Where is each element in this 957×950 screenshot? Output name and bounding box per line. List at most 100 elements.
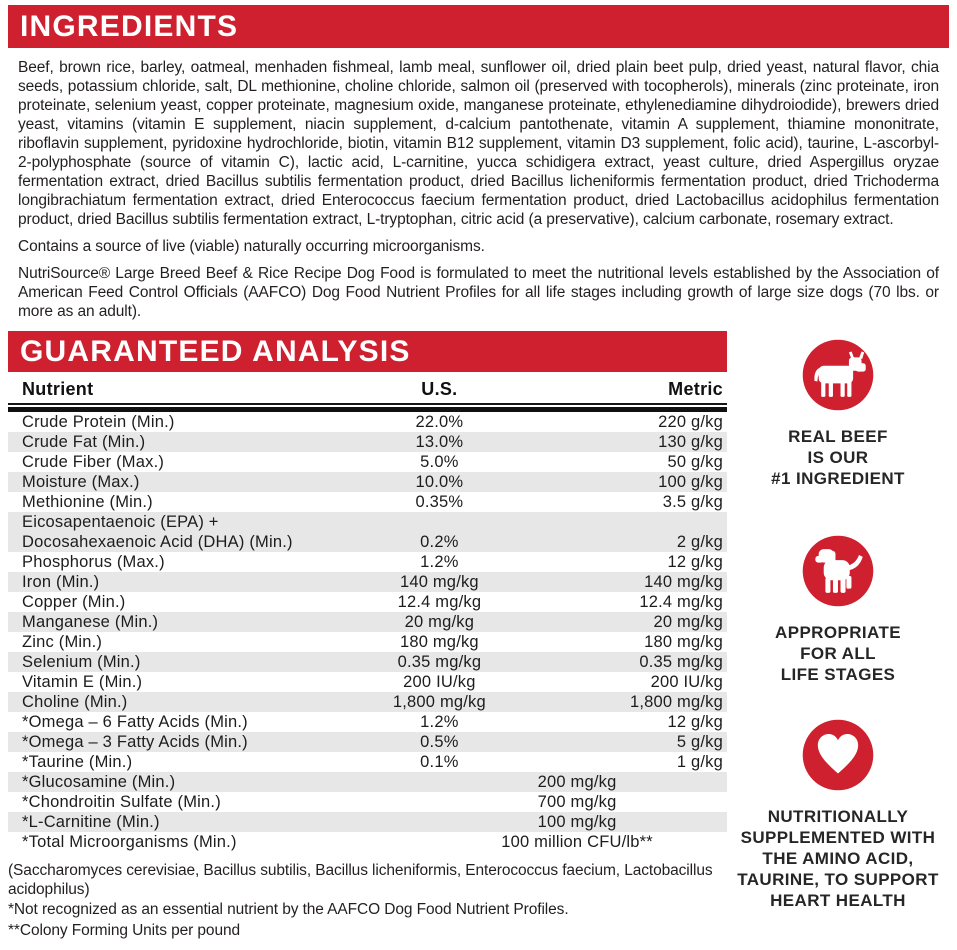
us-value-cell: 13.0% [415, 433, 464, 451]
metric-value-cell: 140 mg/kg [644, 573, 723, 591]
metric-value-cell: 200 IU/kg [650, 673, 723, 691]
nutrient-cell: Choline (Min.) [22, 693, 128, 711]
badge-caption-line: HEART HEALTH [770, 891, 906, 910]
metric-value-cell: 1,800 mg/kg [629, 693, 723, 711]
us-value-cell: 0.1% [420, 753, 459, 771]
footnotes: (Saccharomyces cerevisiae, Bacillus subt… [8, 862, 727, 940]
table-row: *Omega – 3 Fatty Acids (Min.) 0.5% 5 g/kg [8, 732, 727, 752]
table-row: Moisture (Max.) 10.0% 100 g/kg [8, 472, 727, 492]
nutrient-cell: Methionine (Min.) [22, 493, 153, 511]
nutrient-cell: Manganese (Min.) [22, 613, 159, 631]
table-row: Phosphorus (Max.) 1.2% 12 g/kg [8, 552, 727, 572]
badge-caption-line: TAURINE, TO SUPPORT [737, 870, 939, 889]
us-value-cell: 12.4 mg/kg [397, 593, 482, 611]
span-value-cell: 700 mg/kg [537, 793, 617, 811]
metric-value-cell: 5 g/kg [676, 733, 723, 751]
table-row: *L-Carnitine (Min.) 100 mg/kg [8, 812, 727, 832]
badge-caption-life-stages: APPROPRIATE FOR ALL LIFE STAGES [775, 622, 901, 685]
bottom-section: GUARANTEED ANALYSIS Nutrient U.S. Metric… [8, 331, 949, 942]
badge-caption-line: LIFE STAGES [780, 665, 896, 684]
nutrient-cell: Selenium (Min.) [22, 653, 141, 671]
us-value-cell: 200 IU/kg [403, 673, 476, 691]
table-row: Methionine (Min.) 0.35% 3.5 g/kg [8, 492, 727, 512]
metric-value-cell: 0.35 mg/kg [639, 653, 723, 671]
table-header-row: Nutrient U.S. Metric [8, 372, 727, 405]
ingredients-header-bar: INGREDIENTS [8, 5, 949, 48]
nutrient-cell: Vitamin E (Min.) [22, 673, 143, 691]
table-row: *Taurine (Min.) 0.1% 1 g/kg [8, 752, 727, 772]
nutrient-cell: Crude Fat (Min.) [22, 433, 146, 451]
table-row: Choline (Min.) 1,800 mg/kg 1,800 mg/kg [8, 692, 727, 712]
metric-value-cell: 12 g/kg [667, 713, 723, 731]
metric-value-cell: 180 mg/kg [644, 633, 723, 651]
badge-caption-line: NUTRITIONALLY [767, 807, 909, 826]
badge-caption-line: FOR ALL [800, 644, 876, 663]
metric-value-cell: 130 g/kg [658, 433, 723, 451]
metric-value-cell: 12.4 mg/kg [639, 593, 723, 611]
table-row: *Glucosamine (Min.) 200 mg/kg [8, 772, 727, 792]
badge-life-stages: APPROPRIATE FOR ALL LIFE STAGES [775, 529, 901, 685]
table-row: Iron (Min.) 140 mg/kg 140 mg/kg [8, 572, 727, 592]
metric-value-cell: 220 g/kg [658, 413, 723, 431]
us-value-cell: 5.0% [420, 453, 459, 471]
cow-icon [802, 339, 874, 411]
table-row: *Total Microorganisms (Min.) 100 million … [8, 832, 727, 852]
span-value-cell: 200 mg/kg [537, 773, 617, 791]
nutrient-cell: *Taurine (Min.) [22, 753, 133, 771]
ga-table-body: Crude Protein (Min.) 22.0% 220 g/kg Crude F… [8, 412, 727, 852]
nutrient-cell: *Glucosamine (Min.) [22, 773, 176, 791]
nutrient-cell: Copper (Min.) [22, 593, 126, 611]
footnote: **Colony Forming Units per pound [8, 921, 241, 939]
nutrient-cell: Eicosapentaenoic (EPA) + Docosahexaenoic … [22, 513, 293, 551]
contains-note: Contains a source of live (viable) natur… [18, 238, 485, 255]
table-header-rule [8, 407, 727, 412]
nutrient-cell: *L-Carnitine (Min.) [22, 813, 160, 831]
table-row: *Omega – 6 Fatty Acids (Min.) 1.2% 12 g/kg [8, 712, 727, 732]
table-row: Zinc (Min.) 180 mg/kg 180 mg/kg [8, 632, 727, 652]
us-value-cell: 1.2% [420, 553, 459, 571]
badge-caption-line: APPROPRIATE [775, 623, 901, 642]
us-value-cell: 10.0% [415, 473, 464, 491]
us-value-cell: 22.0% [415, 413, 464, 431]
badge-caption-heart-health: NUTRITIONALLY SUPPLEMENTED WITH THE AMINO … [737, 806, 939, 911]
us-value-cell: 0.35 mg/kg [397, 653, 482, 671]
table-row: Eicosapentaenoic (EPA) + Docosahexaenoic … [8, 512, 727, 552]
us-value-cell: 0.2% [420, 533, 459, 551]
footnote: (Saccharomyces cerevisiae, Bacillus subt… [8, 862, 713, 898]
guaranteed-analysis-table: Crude Protein (Min.) 22.0% 220 g/kg Crude F… [8, 412, 727, 852]
metric-value-cell: 20 mg/kg [653, 613, 723, 631]
nutrient-cell: *Total Microorganisms (Min.) [22, 833, 237, 851]
badge-caption-line: #1 INGREDIENT [771, 469, 905, 488]
span-value-cell: 100 mg/kg [537, 813, 617, 831]
nutrient-cell: *Omega – 6 Fatty Acids (Min.) [22, 713, 248, 731]
table-row: Copper (Min.) 12.4 mg/kg 12.4 mg/kg [8, 592, 727, 612]
us-value-cell: 1,800 mg/kg [392, 693, 486, 711]
table-row: Crude Fat (Min.) 13.0% 130 g/kg [8, 432, 727, 452]
guaranteed-analysis-title: GUARANTEED ANALYSIS [20, 335, 411, 368]
badge-caption-line: THE AMINO ACID, [762, 849, 914, 868]
guaranteed-analysis-header-bar: GUARANTEED ANALYSIS [8, 331, 727, 372]
nutrient-cell: Crude Protein (Min.) [22, 413, 175, 431]
table-row: Vitamin E (Min.) 200 IU/kg 200 IU/kg [8, 672, 727, 692]
footnote: *Not recognized as an essential nutrient… [8, 901, 569, 918]
nutrient-cell: Iron (Min.) [22, 573, 100, 591]
table-row: Selenium (Min.) 0.35 mg/kg 0.35 mg/kg [8, 652, 727, 672]
column-header-nutrient: Nutrient [22, 379, 94, 399]
badge-caption-line: IS OUR [807, 448, 869, 467]
badge-heart-health: NUTRITIONALLY SUPPLEMENTED WITH THE AMINO … [737, 713, 939, 911]
nutrient-cell: Crude Fiber (Max.) [22, 453, 165, 471]
metric-value-cell: 3.5 g/kg [662, 493, 723, 511]
nutrient-cell: *Omega – 3 Fatty Acids (Min.) [22, 733, 248, 751]
badge-caption-line: REAL BEEF [788, 427, 888, 446]
column-header-us: U.S. [421, 379, 458, 399]
guaranteed-analysis-section: GUARANTEED ANALYSIS Nutrient U.S. Metric… [8, 331, 727, 942]
metric-value-cell: 12 g/kg [667, 553, 723, 571]
badge-rail: REAL BEEF IS OUR #1 INGREDIENT [727, 331, 949, 942]
table-row: Crude Protein (Min.) 22.0% 220 g/kg [8, 412, 727, 432]
nutrient-cell: Phosphorus (Max.) [22, 553, 165, 571]
metric-value-cell: 1 g/kg [676, 753, 723, 771]
ingredients-text: Beef, brown rice, barley, oatmeal, menha… [18, 59, 939, 228]
metric-value-cell: 100 g/kg [658, 473, 723, 491]
us-value-cell: 180 mg/kg [399, 633, 479, 651]
